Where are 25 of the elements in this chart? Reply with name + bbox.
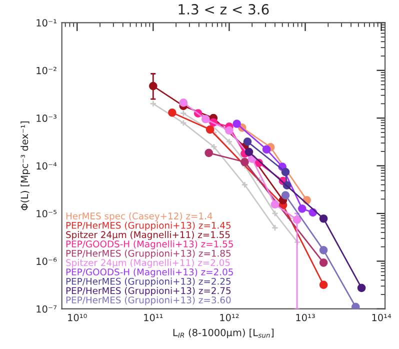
text: PEP/HerMES (Gruppioni+13) z=3.60	[66, 296, 231, 306]
x-tick-label: 10¹²	[220, 314, 239, 322]
y-tick-label: 10⁻⁴	[36, 162, 57, 170]
y-tick-label: 10⁻⁶	[36, 258, 57, 265]
text: Spitzer 24μm (Magnelli+11) z=2.05	[66, 259, 230, 268]
y-tick-label: 10⁻⁵	[36, 210, 57, 218]
y-tick-label: 10⁻¹	[36, 19, 56, 27]
text: PEP/GOODS-H (Magnelli+13) z=2.05	[66, 268, 233, 278]
x-tick-label: 10¹¹	[144, 314, 163, 322]
text: PEP/HerMES (Gruppioni+13) z=1.85	[66, 250, 231, 259]
chart-title: 1.3 < z < 3.6	[178, 4, 269, 15]
x-tick-label: 10¹³	[296, 314, 315, 322]
text: PEP/HerMES (Gruppioni+13) z=2.75	[66, 286, 231, 296]
y-tick-label: 10⁻³	[36, 114, 56, 122]
x-tick-label: 10¹⁰	[68, 314, 87, 322]
x-tick-label: 10¹⁴	[372, 314, 392, 322]
text: HerMES spec (Casey+12) z=1.4	[66, 212, 212, 222]
text: PEP/GOODS-H (Magnelli+13) z=1.55	[66, 240, 233, 250]
text: Spitzer 24μm (Magnelli+11) z=1.55	[66, 231, 230, 240]
y-tick-label: 10⁻²	[36, 66, 56, 74]
text: PEP/HerMES (Gruppioni+13) z=2.25	[66, 278, 231, 287]
text: PEP/HerMES (Gruppioni+13) z=1.45	[66, 222, 231, 231]
x-axis-title: L$_{IR}$ (8-1000μm) [L$_{sun}$]	[173, 328, 274, 338]
y-axis-title: Φ(L) [Mpc⁻³ dex⁻¹]	[20, 122, 30, 210]
y-tick-label: 10⁻⁷	[36, 305, 57, 313]
